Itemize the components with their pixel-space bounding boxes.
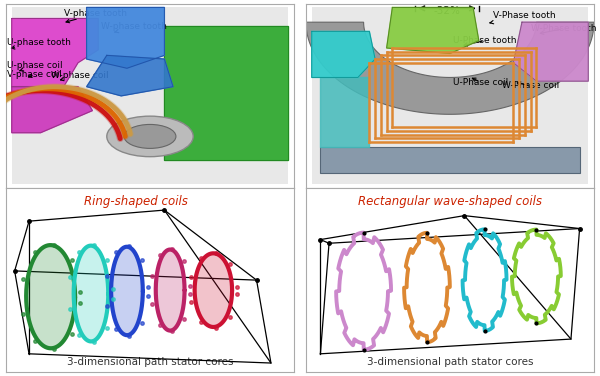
Text: U-Phase tooth: U-Phase tooth [453, 36, 517, 46]
Text: -32%: -32% [434, 6, 461, 16]
Polygon shape [194, 253, 232, 327]
Polygon shape [312, 31, 375, 77]
Text: U-phase tooth: U-phase tooth [7, 38, 71, 49]
Polygon shape [156, 250, 185, 331]
Ellipse shape [107, 116, 193, 157]
Polygon shape [86, 55, 173, 96]
FancyBboxPatch shape [320, 147, 580, 173]
FancyBboxPatch shape [312, 8, 588, 184]
Polygon shape [514, 22, 588, 81]
Text: V-phase coil: V-phase coil [7, 70, 62, 79]
Polygon shape [386, 8, 479, 53]
Text: V-phase tooth: V-phase tooth [64, 9, 127, 23]
FancyBboxPatch shape [12, 8, 288, 184]
Polygon shape [12, 87, 92, 133]
Ellipse shape [124, 124, 176, 149]
Text: W-Phase coil: W-Phase coil [502, 81, 559, 90]
Text: U-Phase coil: U-Phase coil [453, 77, 508, 86]
Text: U-phase coil: U-phase coil [7, 61, 63, 71]
Polygon shape [164, 26, 288, 160]
Polygon shape [86, 8, 164, 68]
Text: W-phase coil: W-phase coil [50, 71, 108, 81]
Text: W-phase tooth: W-phase tooth [101, 22, 167, 33]
Polygon shape [74, 246, 108, 341]
Text: V-Phase tooth: V-Phase tooth [490, 11, 556, 24]
Text: 3-dimensional path stator cores: 3-dimensional path stator cores [67, 357, 233, 367]
Text: W-Phase tooth: W-Phase tooth [530, 24, 596, 34]
Polygon shape [12, 18, 98, 87]
Polygon shape [306, 22, 594, 114]
Polygon shape [111, 247, 143, 335]
Text: Ring-shaped coils: Ring-shaped coils [83, 196, 188, 208]
Polygon shape [320, 77, 370, 147]
Polygon shape [26, 245, 75, 348]
Text: Rectangular wave-shaped coils: Rectangular wave-shaped coils [358, 196, 542, 208]
Text: 3-dimensional path stator cores: 3-dimensional path stator cores [367, 357, 533, 367]
